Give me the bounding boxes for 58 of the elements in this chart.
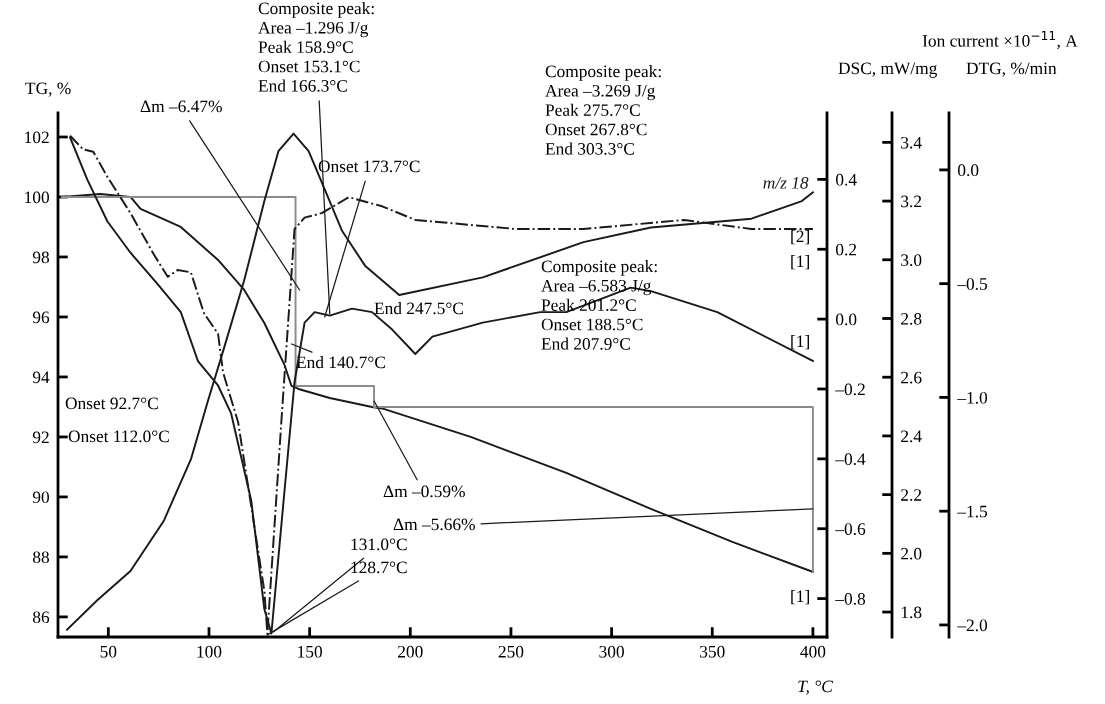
y3-tick-label: 2.0 — [901, 547, 922, 560]
y2-tick-label: –0.8 — [835, 593, 866, 605]
y2-tick-label: 0.0 — [836, 313, 857, 326]
annotation: Onset 92.7°C — [65, 397, 158, 410]
y-tick-label: –0.5 — [957, 278, 988, 290]
y3-tick-label: 2.4 — [901, 430, 922, 443]
annotation: [1] — [791, 255, 809, 270]
annotation: Composite peak: Area –1.296 J/g Peak 158.9°C Onset 153.1°C End 166.3°C — [258, 2, 374, 92]
y-tick-label: 88 — [32, 551, 49, 564]
y2-tick-label: 0.2 — [836, 243, 857, 256]
x-tick-label: 150 — [298, 645, 322, 658]
y3-axis-title: Ion current ×10$^{−11}$, A — [922, 31, 1078, 50]
annotation: Δm –0.59% — [383, 485, 465, 498]
x-tick-label: 300 — [599, 645, 624, 658]
y-tick-label: 102 — [25, 131, 49, 144]
y-tick-label: 96 — [32, 311, 50, 324]
y-tick-label: –1.5 — [957, 505, 988, 518]
x-tick-label: 250 — [498, 645, 524, 658]
x-tick-label: 50 — [100, 645, 117, 658]
x-tick-label: 200 — [398, 645, 423, 658]
y2-tick-label: 0.4 — [836, 173, 857, 186]
y-tick-label: 100 — [25, 191, 49, 204]
annotation: End 247.5°C — [374, 302, 463, 315]
y-tick-label: 0.0 — [958, 164, 979, 177]
y3-tick-label: 2.8 — [901, 312, 922, 325]
annotation: [2] — [791, 230, 809, 245]
y3-tick-label: 2.2 — [901, 489, 922, 501]
annotation: Δm –6.47% — [140, 100, 222, 113]
annotation: 131.0°C — [351, 538, 407, 551]
annotation: [1] — [791, 335, 809, 350]
y-tick-label: 92 — [32, 431, 49, 444]
y3-tick-label: 1.8 — [901, 606, 922, 619]
y-tick-label: 98 — [32, 251, 49, 264]
y-tick-label: 86 — [32, 611, 50, 624]
series-label: m/z 18 — [763, 177, 809, 189]
x-tick-label: 350 — [700, 645, 725, 658]
y2-tick-label: –0.2 — [835, 383, 865, 396]
annotation: Composite peak: Area –3.269 J/g Peak 275.7°C Onset 267.8°C End 303.3°C — [545, 65, 661, 155]
x-tick-label: 100 — [197, 645, 222, 658]
annotation: [1] — [791, 590, 809, 605]
y-tick-label: 90 — [32, 491, 49, 504]
y-axis-title: DTG, %/min — [966, 62, 1057, 77]
y-tick-label: –1.0 — [957, 391, 988, 404]
y2-tick-label: –0.4 — [835, 453, 866, 466]
y3-tick-label: 2.6 — [901, 371, 922, 384]
y2-axis-title: DSC, mW/mg — [838, 62, 938, 78]
annotation: Onset 112.0°C — [68, 430, 169, 443]
y-tick-label: –2.0 — [957, 619, 988, 632]
y3-tick-label: 3.0 — [901, 254, 922, 267]
annotation: 128.7°C — [351, 561, 407, 574]
y3-tick-label: 3.2 — [901, 195, 922, 208]
y-axis-title: TG, % — [25, 82, 71, 97]
y2-tick-label: –0.6 — [835, 523, 866, 535]
y-tick-label: 94 — [32, 371, 50, 384]
x-tick-label: 400 — [800, 645, 826, 658]
x-axis-title: T, °C — [798, 680, 833, 695]
annotation: Δm –5.66% — [393, 518, 475, 531]
y3-tick-label: 3.4 — [901, 136, 922, 149]
